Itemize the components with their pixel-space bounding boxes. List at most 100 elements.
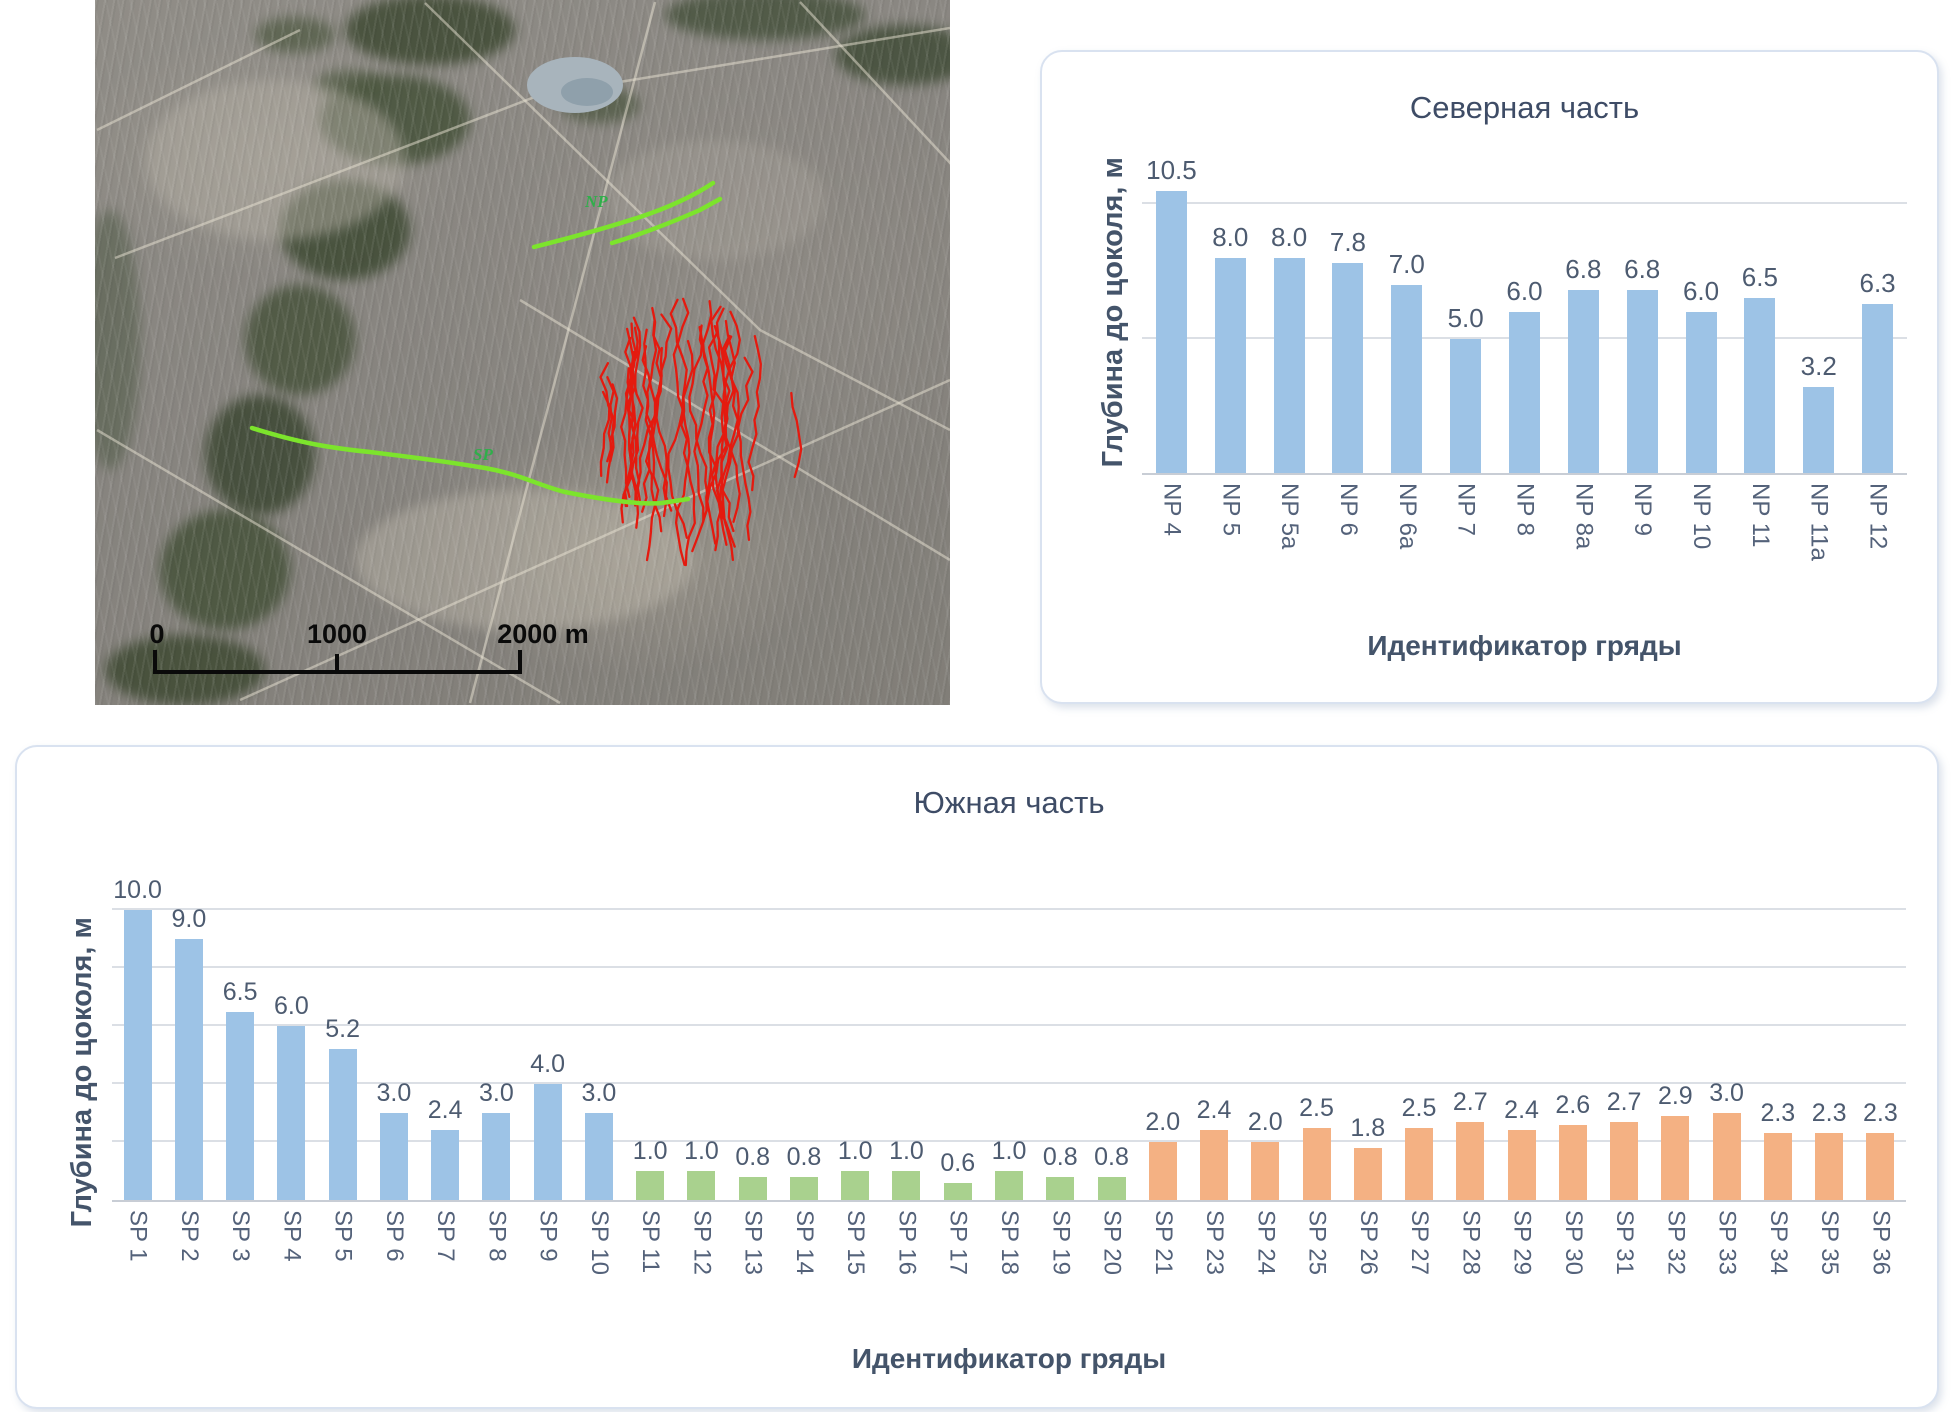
sp-line-label: SP <box>473 445 493 464</box>
bar-SP 5 <box>328 1049 357 1200</box>
dune-crest-line <box>693 324 709 523</box>
bar-value-label: 1.0 <box>632 1137 668 1165</box>
tick-slot: SP 27 <box>1393 1202 1444 1330</box>
dirt-roads <box>96 1 950 705</box>
x-tick-label: SP 19 <box>1047 1210 1075 1275</box>
bar-slot-NP 9: 6.8 <box>1613 152 1672 473</box>
bar-slot-SP 24: 2.0 <box>1240 870 1291 1200</box>
scale-tick-1000: 1000 <box>307 619 367 649</box>
bar-slot-SP 2: 9.0 <box>163 870 214 1200</box>
north-chart-panel: Северная часть Глубина до цоколя, м 10.5… <box>1040 50 1939 704</box>
tick-slot: SP 31 <box>1598 1202 1649 1330</box>
bar-SP 6 <box>379 1113 408 1200</box>
x-tick-label: SP 25 <box>1303 1210 1331 1275</box>
bar-SP 30 <box>1558 1124 1587 1200</box>
lake-deep <box>561 78 613 106</box>
bar-slot-SP 14: 0.8 <box>778 870 829 1200</box>
south-chart-y-axis-title: Глубина до цоколя, м <box>59 882 105 1262</box>
bar-SP 9 <box>533 1084 562 1200</box>
bar-value-label: 1.8 <box>1350 1113 1386 1142</box>
tick-slot: SP 26 <box>1342 1202 1393 1330</box>
tick-slot: SP 14 <box>778 1202 829 1330</box>
bar-SP 24 <box>1251 1142 1280 1200</box>
x-tick-label: SP 20 <box>1098 1210 1126 1275</box>
tick-slot: SP 7 <box>420 1202 471 1330</box>
map-overlay-drawing: NP SP 0 1000 2000 m <box>96 1 950 705</box>
bar-SP 16 <box>892 1171 921 1200</box>
bar-slot-SP 9: 4.0 <box>522 870 573 1200</box>
bar-value-label: 2.4 <box>1196 1096 1232 1125</box>
tick-slot: SP 24 <box>1240 1202 1291 1330</box>
terrain-blob <box>245 285 355 395</box>
x-tick-label: NP 7 <box>1452 483 1480 536</box>
ridge-survey-lines <box>249 180 723 506</box>
dune-crest-line <box>736 356 754 541</box>
bar-value-label: 1.0 <box>991 1137 1027 1165</box>
bar-value-label: 10.0 <box>113 876 162 904</box>
bar-NP 6 <box>1332 263 1364 473</box>
tick-slot: NP 6a <box>1377 475 1436 603</box>
x-tick-label: SP 30 <box>1559 1210 1587 1275</box>
dune-crest-line <box>710 305 731 546</box>
x-tick-label: SP 34 <box>1764 1210 1792 1275</box>
terrain-blob <box>345 0 515 65</box>
tick-slot: NP 5 <box>1201 475 1260 603</box>
bar-value-label: 4.0 <box>530 1050 566 1078</box>
tick-slot: SP 15 <box>830 1202 881 1330</box>
x-tick-label: SP 32 <box>1662 1210 1690 1275</box>
tick-slot: SP 21 <box>1137 1202 1188 1330</box>
x-tick-label: NP 10 <box>1688 483 1716 550</box>
bar-SP 12 <box>687 1171 716 1200</box>
bar-SP 29 <box>1507 1130 1536 1200</box>
x-tick-label: SP 8 <box>483 1210 511 1262</box>
bar-slot-SP 31: 2.7 <box>1598 870 1649 1200</box>
x-tick-label: NP 6a <box>1393 483 1421 550</box>
bar-slot-SP 35: 2.3 <box>1803 870 1854 1200</box>
gridline <box>112 908 1906 910</box>
bar-SP 32 <box>1661 1115 1690 1200</box>
bar-value-label: 0.8 <box>1042 1142 1078 1171</box>
bar-SP 4 <box>277 1026 306 1200</box>
bar-SP 15 <box>841 1171 870 1200</box>
x-tick-label: SP 31 <box>1611 1210 1639 1275</box>
x-tick-label: SP 17 <box>944 1210 972 1275</box>
bar-value-label: 1.0 <box>837 1137 873 1165</box>
south-chart-x-axis-title: Идентификатор гряды <box>851 1343 1167 1374</box>
tick-slot: SP 18 <box>983 1202 1034 1330</box>
x-tick-label: SP 3 <box>227 1210 255 1262</box>
dune-crest-line <box>655 346 668 518</box>
x-tick-label: SP 1 <box>124 1210 152 1262</box>
x-tick-label: SP 11 <box>637 1210 665 1274</box>
tick-slot: SP 9 <box>522 1202 573 1330</box>
bar-slot-SP 32: 2.9 <box>1650 870 1701 1200</box>
bar-slot-SP 29: 2.4 <box>1496 870 1547 1200</box>
tick-slot: SP 20 <box>1086 1202 1137 1330</box>
bar-value-label: 5.2 <box>325 1015 361 1044</box>
bar-NP 9 <box>1626 290 1658 473</box>
x-tick-label: SP 2 <box>175 1210 203 1262</box>
x-tick-label: SP 29 <box>1508 1210 1536 1275</box>
dune-crest-line <box>672 297 691 566</box>
bar-value-label: 3.0 <box>1709 1079 1744 1107</box>
bar-value-label: 2.5 <box>1401 1093 1437 1122</box>
bar-slot-SP 34: 2.3 <box>1752 870 1803 1200</box>
bar-slot-SP 26: 1.8 <box>1342 870 1393 1200</box>
bar-NP 7 <box>1450 338 1482 473</box>
bar-slot-SP 13: 0.8 <box>727 870 778 1200</box>
bar-SP 21 <box>1148 1142 1177 1200</box>
bar-slot-NP 8a: 6.8 <box>1554 152 1613 473</box>
tick-slot: SP 6 <box>368 1202 419 1330</box>
bar-SP 8 <box>482 1113 511 1200</box>
bar-value-label: 2.4 <box>1504 1096 1539 1125</box>
tick-slot: SP 30 <box>1547 1202 1598 1330</box>
bar-SP 3 <box>226 1011 255 1200</box>
terrain-blob <box>205 395 315 515</box>
tick-slot: NP 8a <box>1554 475 1613 603</box>
x-tick-label: SP 35 <box>1816 1210 1844 1275</box>
dune-crest-line <box>701 299 716 513</box>
tick-slot: SP 12 <box>676 1202 727 1330</box>
x-tick-label: SP 16 <box>893 1210 921 1275</box>
tick-slot: SP 17 <box>932 1202 983 1330</box>
dune-crest-line <box>641 328 654 513</box>
bar-slot-SP 19: 0.8 <box>1035 870 1086 1200</box>
